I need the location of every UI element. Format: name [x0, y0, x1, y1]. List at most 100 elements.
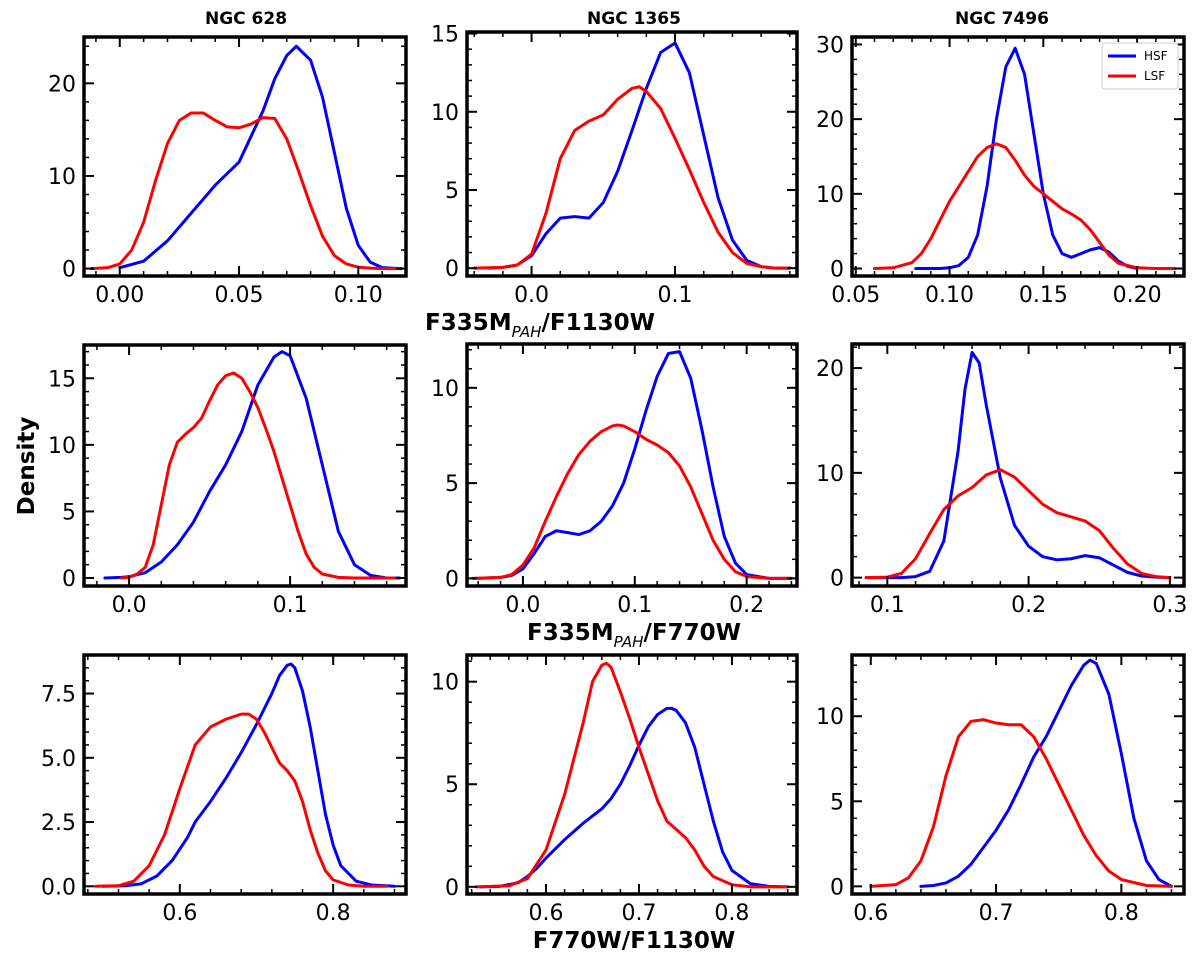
- y-tick-label-r1c3: 10: [816, 183, 844, 208]
- axes-frame-r1c3: [850, 35, 1186, 278]
- x-tick-label-r1c1: 0.00: [95, 283, 144, 308]
- y-tick-label-r2c1: 0: [62, 567, 76, 592]
- row2-xlabel-sub: PAH: [614, 633, 644, 651]
- legend-label-hsf: HSF: [1144, 49, 1168, 63]
- series-line-lsf-r2c3: [864, 468, 1172, 580]
- series-line-hsf-r2c3: [864, 350, 1172, 580]
- series-line-hsf-r2c1: [103, 350, 402, 580]
- legend-label-lsf: LSF: [1144, 69, 1165, 83]
- axes-frame-r3c2: [465, 653, 799, 896]
- series-line-lsf-r3c1: [94, 712, 389, 888]
- x-tick-label-r2c3: 0.2: [1011, 593, 1046, 618]
- x-tick-label-r3c2: 0.7: [621, 901, 656, 926]
- y-tick-label-r2c2: 5: [445, 472, 459, 497]
- y-tick-label-r3c1: 0.0: [41, 875, 76, 900]
- column-title-ngc-628: NGC 628: [205, 9, 287, 29]
- panel-r2c2: 0.0 0.1 0.2 0 5 10: [431, 342, 799, 618]
- x-tick-label-r1c3: 0.15: [1019, 283, 1068, 308]
- row2-x-axis-label: F335MPAH/F770W: [527, 620, 741, 651]
- x-tick-label-r3c3: 0.7: [979, 901, 1014, 926]
- x-tick-label-r3c3: 0.8: [1104, 901, 1139, 926]
- x-tick-label-r3c2: 0.6: [529, 901, 564, 926]
- x-tick-label-r1c3: 0.05: [831, 283, 880, 308]
- series-line-lsf-r1c3: [873, 142, 1177, 271]
- x-tick-label-r2c1: 0.0: [112, 593, 147, 618]
- y-tick-label-r1c1: 20: [48, 72, 76, 97]
- x-tick-label-r2c3: 0.3: [1152, 593, 1187, 618]
- row2-xlabel-main: F335M: [527, 620, 614, 646]
- x-tick-label-r2c2: 0.0: [505, 593, 540, 618]
- series-line-hsf-r1c2: [487, 41, 792, 270]
- y-tick-label-r3c1: 2.5: [41, 811, 76, 836]
- y-tick-label-r1c2: 5: [445, 179, 459, 204]
- series-line-lsf-r3c2: [474, 661, 790, 889]
- panel-r3c1: 0.6 0.8 0.0 2.5 5.0 7.5: [41, 653, 408, 926]
- y-tick-label-r3c3: 5: [830, 790, 844, 815]
- y-tick-label-r3c2: 0: [445, 876, 459, 901]
- x-tick-label-r3c1: 0.6: [162, 901, 197, 926]
- panel-r2c3: 0.1 0.2 0.3 0 10 20: [816, 342, 1187, 618]
- panel-r3c2: 0.6 0.7 0.8 0 5 10: [431, 653, 799, 926]
- y-tick-label-r3c1: 5.0: [41, 747, 76, 772]
- y-tick-label-r2c1: 5: [62, 500, 76, 525]
- series-line-lsf-r3c3: [869, 718, 1173, 888]
- y-tick-label-r2c2: 10: [431, 377, 459, 402]
- axes-frame-r2c3: [850, 342, 1186, 588]
- x-tick-label-r1c2: 0.1: [658, 283, 693, 308]
- column-title-ngc-1365: NGC 1365: [587, 9, 681, 29]
- series-line-hsf-r3c2: [479, 706, 790, 889]
- row3-x-axis-label: F770W/F1130W: [533, 928, 736, 954]
- x-tick-label-r1c3: 0.20: [1113, 283, 1162, 308]
- x-tick-label-r1c1: 0.05: [215, 283, 264, 308]
- y-tick-label-r3c2: 10: [431, 671, 459, 696]
- y-tick-label-r1c1: 10: [48, 165, 76, 190]
- x-tick-label-r2c1: 0.1: [273, 593, 308, 618]
- row1-xlabel-rest: /F1130W: [541, 310, 655, 336]
- x-tick-label-r2c2: 0.1: [617, 593, 652, 618]
- y-tick-label-r1c2: 15: [431, 23, 459, 48]
- axes-frame-r1c1: [82, 35, 408, 278]
- x-tick-label-r3c1: 0.8: [316, 901, 351, 926]
- series-line-hsf-r3c1: [101, 662, 396, 888]
- axes-frame-r3c3: [850, 653, 1186, 896]
- x-tick-label-r3c2: 0.8: [714, 901, 749, 926]
- panel-r1c1: 0.00 0.05 0.10 0 10 20: [48, 35, 408, 308]
- series-line-lsf-r1c2: [472, 85, 792, 270]
- axes-frame-r1c2: [465, 30, 799, 278]
- x-tick-label-r1c2: 0.0: [514, 283, 549, 308]
- y-tick-label-r3c3: 10: [816, 705, 844, 730]
- series-line-lsf-r2c2: [471, 423, 793, 580]
- y-tick-label-r1c3: 20: [816, 108, 844, 133]
- x-tick-label-r1c3: 0.10: [925, 283, 974, 308]
- y-tick-label-r1c2: 10: [431, 101, 459, 126]
- row1-xlabel-sub: PAH: [512, 323, 542, 341]
- y-tick-label-r2c1: 10: [48, 434, 76, 459]
- y-tick-label-r3c3: 0: [830, 875, 844, 900]
- panel-r2c1: 0.0 0.1 0 5 10 15: [48, 343, 408, 618]
- panel-r1c3: 0.05 0.10 0.15 0.20 0 10 20 30 HSF LSF: [816, 33, 1186, 308]
- y-tick-label-r2c2: 0: [445, 567, 459, 592]
- panel-r3c3: 0.6 0.7 0.8 0 5 10: [816, 653, 1186, 926]
- y-axis-label: Density: [14, 417, 40, 516]
- row1-x-axis-label: F335MPAH/F1130W: [425, 310, 655, 341]
- y-tick-label-r3c2: 5: [445, 773, 459, 798]
- axes-frame-r2c2: [465, 342, 799, 588]
- y-tick-label-r1c3: 30: [816, 33, 844, 58]
- y-tick-label-r1c1: 0: [62, 258, 76, 283]
- y-tick-label-r2c1: 15: [48, 367, 76, 392]
- axes-frame-r2c1: [82, 343, 408, 588]
- column-title-ngc-7496: NGC 7496: [955, 9, 1049, 29]
- y-tick-label-r2c3: 0: [830, 567, 844, 592]
- y-tick-label-r2c3: 20: [816, 357, 844, 382]
- row1-xlabel-main: F335M: [425, 310, 512, 336]
- series-line-lsf-r2c1: [119, 371, 397, 580]
- x-tick-label-r1c1: 0.10: [334, 283, 383, 308]
- y-tick-label-r2c3: 10: [816, 462, 844, 487]
- x-tick-label-r2c3: 0.1: [870, 593, 905, 618]
- series-line-hsf-r1c1: [118, 44, 403, 271]
- y-tick-label-r1c2: 0: [445, 257, 459, 282]
- x-tick-label-r3c3: 0.6: [853, 901, 888, 926]
- series-line-hsf-r3c3: [919, 658, 1173, 888]
- series-line-lsf-r1c1: [89, 111, 403, 271]
